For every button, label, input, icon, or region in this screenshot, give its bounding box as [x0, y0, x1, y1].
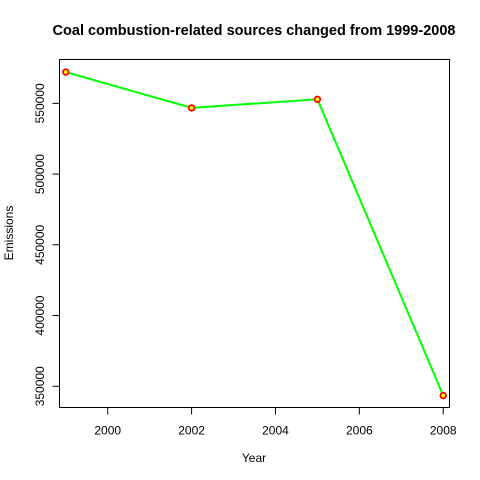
x-tick-label: 2008 [430, 424, 457, 438]
y-tick-label: 550000 [33, 83, 47, 123]
x-tick-label: 2002 [178, 424, 205, 438]
series-line [65, 71, 445, 396]
y-tick-label: 500000 [33, 154, 47, 194]
x-axis-label: Year [242, 451, 266, 465]
y-axis-label: Emissions [2, 206, 16, 261]
x-tick-label: 2006 [346, 424, 373, 438]
x-tick-label: 2004 [262, 424, 289, 438]
y-tick-label: 400000 [33, 295, 47, 335]
x-tick-label: 2000 [94, 424, 121, 438]
y-axis: 350000 400000 450000 500000 550000 [33, 83, 60, 406]
data-point [313, 95, 322, 103]
series-layer [62, 68, 447, 400]
data-point [439, 391, 447, 400]
x-axis: 2000 2002 2004 2006 2008 [94, 407, 457, 438]
chart-title: Coal combustion-related sources changed … [53, 23, 456, 39]
data-point [62, 68, 70, 76]
data-point [187, 104, 196, 112]
plot-frame [59, 59, 450, 408]
y-tick-label: 350000 [33, 366, 47, 406]
y-tick-label: 450000 [33, 224, 47, 264]
